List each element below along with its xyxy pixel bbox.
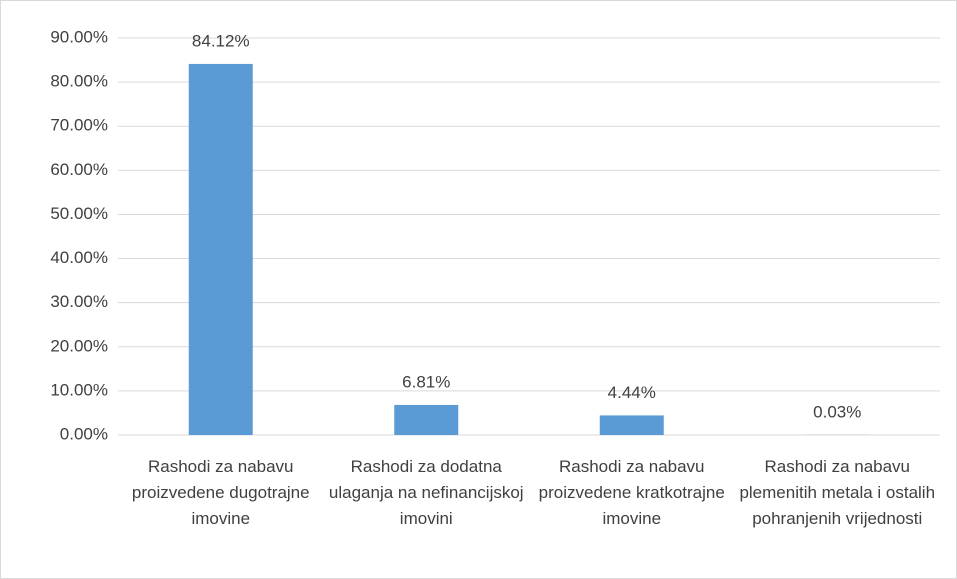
y-tick-label: 60.00% [50, 160, 108, 179]
y-tick-label: 70.00% [50, 116, 108, 135]
data-label: 0.03% [813, 402, 861, 421]
y-tick-label: 80.00% [50, 72, 108, 91]
y-tick-label: 30.00% [50, 292, 108, 311]
y-tick-label: 90.00% [50, 27, 108, 46]
x-tick-label: Rashodi za nabavu proizvedene dugotrajne… [131, 457, 310, 528]
y-tick-label: 20.00% [50, 336, 108, 355]
y-tick-label: 0.00% [60, 424, 108, 443]
x-tick-label: Rashodi za nabavu plemenitih metala i os… [739, 457, 936, 528]
x-tick-label: Rashodi za nabavu proizvedene kratkotraj… [538, 457, 725, 528]
data-label: 84.12% [192, 31, 250, 50]
y-tick-label: 10.00% [50, 380, 108, 399]
bar [394, 404, 459, 435]
x-tick-label: Rashodi za dodatna ulaganja na nefinanci… [328, 457, 524, 528]
bar [188, 63, 253, 436]
y-tick-label: 40.00% [50, 248, 108, 267]
bar [599, 415, 664, 435]
data-label: 4.44% [608, 383, 656, 402]
data-label: 6.81% [402, 372, 450, 391]
y-tick-label: 50.00% [50, 204, 108, 223]
